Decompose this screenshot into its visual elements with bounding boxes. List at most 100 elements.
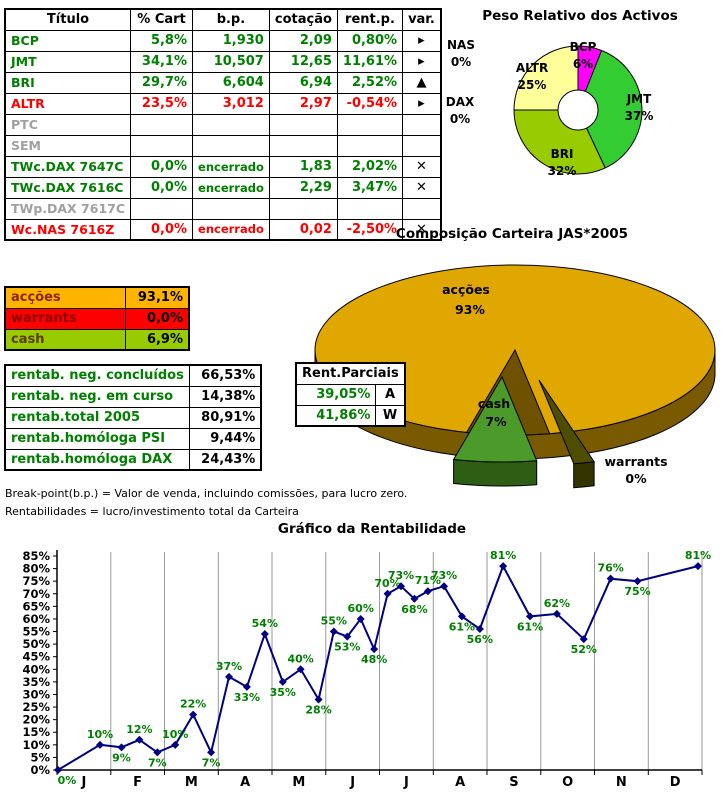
y-tick-label: 30% <box>22 687 50 701</box>
portfolio-row-Wc-NAS-7616Z: Wc.NAS 7616Z 0,0% encerrado 0,02 -2,50% ✕ <box>4 218 442 241</box>
cell-bp[interactable]: encerrado <box>192 176 270 199</box>
partial-return-value[interactable]: 39,05% <box>295 383 377 406</box>
cell-titulo[interactable]: BRI <box>4 71 132 94</box>
cell-var[interactable] <box>402 197 442 220</box>
cell-bp[interactable] <box>192 113 270 136</box>
cell-rentp[interactable]: 0,80% <box>336 29 404 52</box>
cell-cart[interactable]: 23,5% <box>130 92 194 115</box>
cell-bp[interactable] <box>192 134 270 157</box>
cell-cart[interactable] <box>130 113 194 136</box>
cell-titulo[interactable]: ALTR <box>4 92 132 115</box>
cell-titulo[interactable]: TWc.DAX 7616C <box>4 176 132 199</box>
cell-bp[interactable]: 10,507 <box>192 50 270 73</box>
x-tick-label: F <box>133 775 142 790</box>
cell-cart[interactable] <box>130 197 194 220</box>
returns-label[interactable]: rentab.homóloga DAX <box>4 448 190 471</box>
main-table-column-header-3[interactable]: cotação <box>268 8 338 31</box>
cell-cotacao[interactable]: 0,02 <box>268 218 338 241</box>
cell-bp[interactable]: 3,012 <box>192 92 270 115</box>
cell-cotacao[interactable]: 1,83 <box>268 155 338 178</box>
allocation-label[interactable]: cash <box>4 328 126 351</box>
cell-titulo[interactable]: PTC <box>4 113 132 136</box>
returns-value[interactable]: 9,44% <box>188 427 262 450</box>
allocation-label[interactable]: acções <box>4 286 126 309</box>
cell-bp[interactable]: encerrado <box>192 218 270 241</box>
cell-cart[interactable]: 29,7% <box>130 71 194 94</box>
point-value-label: 7% <box>202 756 221 769</box>
returns-value[interactable]: 66,53% <box>188 364 262 387</box>
cell-rentp[interactable] <box>336 134 404 157</box>
line-chart-title: Gráfico da Rentabilidade <box>278 521 466 537</box>
cell-cotacao[interactable]: 2,97 <box>268 92 338 115</box>
cell-cart[interactable]: 0,0% <box>130 176 194 199</box>
pie3d-value-warrants: 0% <box>625 471 647 486</box>
cell-cart[interactable]: 5,8% <box>130 29 194 52</box>
cell-cotacao[interactable] <box>268 113 338 136</box>
main-table-column-header-5[interactable]: var. <box>402 8 442 31</box>
allocation-value[interactable]: 93,1% <box>124 286 190 309</box>
profitability-line-chart[interactable]: Gráfico da Rentabilidade 0% 5% 10% 15% 20% 25%… <box>0 516 728 794</box>
cell-titulo[interactable]: TWp.DAX 7617C <box>4 197 132 220</box>
returns-value[interactable]: 24,43% <box>188 448 262 471</box>
cell-rentp[interactable]: -2,50% <box>336 218 404 241</box>
portfolio-row-JMT: JMT 34,1% 10,507 12,65 11,61% ▸ <box>4 50 442 73</box>
data-point <box>278 677 287 686</box>
cell-cotacao[interactable]: 2,09 <box>268 29 338 52</box>
allocation-value[interactable]: 0,0% <box>124 307 190 330</box>
returns-label[interactable]: rentab. neg. em curso <box>4 385 190 408</box>
point-value-label: 73% <box>388 569 414 582</box>
partial-return-tag[interactable]: W <box>375 404 406 427</box>
cell-cotacao[interactable]: 6,94 <box>268 71 338 94</box>
x-tick-label: O <box>562 775 573 790</box>
cell-var[interactable]: ✕ <box>402 218 442 241</box>
main-table-column-header-0[interactable]: Título <box>4 8 132 31</box>
cell-rentp[interactable]: -0,54% <box>336 92 404 115</box>
cell-cotacao[interactable] <box>268 134 338 157</box>
partial-return-value[interactable]: 41,86% <box>295 404 377 427</box>
cell-rentp[interactable]: 3,47% <box>336 176 404 199</box>
cell-rentp[interactable]: 2,52% <box>336 71 404 94</box>
cell-titulo[interactable]: JMT <box>4 50 132 73</box>
allocation-label[interactable]: warrants <box>4 307 126 330</box>
cell-cart[interactable]: 0,0% <box>130 155 194 178</box>
point-value-label: 73% <box>431 569 457 582</box>
donut-value-NAS: 0% <box>451 55 471 69</box>
asset-weight-pie-chart[interactable]: Peso Relativo dos Activos BCP 6% JMT 37% BRI 3… <box>428 6 728 198</box>
cell-cart[interactable] <box>130 134 194 157</box>
y-tick-label: 25% <box>22 700 50 714</box>
cell-bp[interactable]: 6,604 <box>192 71 270 94</box>
cell-rentp[interactable]: 2,02% <box>336 155 404 178</box>
cell-titulo[interactable]: BCP <box>4 29 132 52</box>
cell-cotacao[interactable] <box>268 197 338 220</box>
cell-bp[interactable] <box>192 197 270 220</box>
cell-cart[interactable]: 0,0% <box>130 218 194 241</box>
cell-rentp[interactable]: 11,61% <box>336 50 404 73</box>
cell-titulo[interactable]: Wc.NAS 7616Z <box>4 218 132 241</box>
main-table-column-header-4[interactable]: rent.p. <box>336 8 404 31</box>
cell-cart[interactable]: 34,1% <box>130 50 194 73</box>
returns-label[interactable]: rentab.homóloga PSI <box>4 427 190 450</box>
data-point <box>225 672 233 681</box>
cell-cotacao[interactable]: 2,29 <box>268 176 338 199</box>
cell-rentp[interactable] <box>336 197 404 220</box>
cell-bp[interactable]: 1,930 <box>192 29 270 52</box>
allocation-value[interactable]: 6,9% <box>124 328 190 351</box>
cell-bp[interactable]: encerrado <box>192 155 270 178</box>
cell-cotacao[interactable]: 12,65 <box>268 50 338 73</box>
returns-value[interactable]: 80,91% <box>188 406 262 429</box>
partial-return-tag[interactable]: A <box>375 383 406 406</box>
data-point <box>633 577 642 586</box>
main-table-column-header-1[interactable]: % Cart <box>130 8 194 31</box>
pie3d-label-accoes: acções <box>442 282 490 297</box>
data-point <box>135 735 144 744</box>
cell-rentp[interactable] <box>336 113 404 136</box>
cell-titulo[interactable]: SEM <box>4 134 132 157</box>
main-table-column-header-2[interactable]: b.p. <box>192 8 270 31</box>
donut-label-NAS: NAS <box>447 38 475 52</box>
returns-value[interactable]: 14,38% <box>188 385 262 408</box>
pie3d-slice-cash <box>452 375 538 463</box>
returns-label[interactable]: rentab. neg. concluídos <box>4 364 190 387</box>
composition-pie-chart[interactable]: Composição Carteira JAS*2005 acções 93% cas… <box>298 222 728 494</box>
cell-titulo[interactable]: TWc.DAX 7647C <box>4 155 132 178</box>
returns-label[interactable]: rentab.total 2005 <box>4 406 190 429</box>
